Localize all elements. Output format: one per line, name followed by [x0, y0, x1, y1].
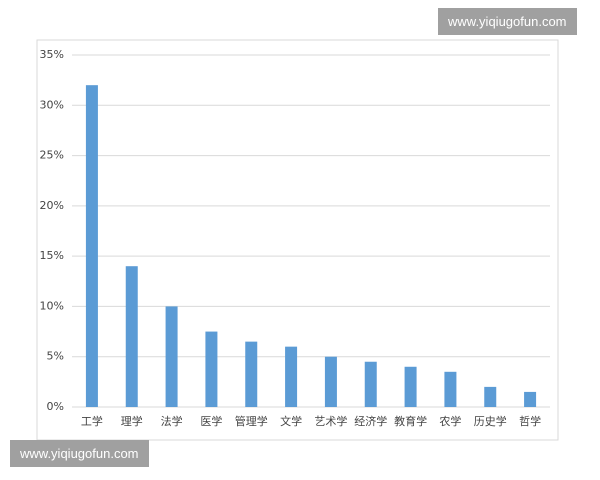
x-tick-label: 工学 [81, 414, 103, 428]
y-tick-label: 5% [47, 350, 64, 363]
watermark: www.yiqiugofun.com [10, 440, 149, 467]
bar [484, 386, 497, 407]
bar [524, 391, 537, 407]
x-tick-label: 管理学 [235, 414, 268, 428]
bar [364, 361, 377, 407]
x-tick-label: 理学 [121, 414, 143, 428]
bar [165, 306, 178, 407]
bar [285, 346, 298, 407]
y-tick-label: 20% [40, 199, 64, 212]
y-tick-label: 15% [40, 249, 64, 262]
x-tick-label: 医学 [200, 414, 222, 428]
bar [444, 371, 457, 407]
bar [205, 331, 218, 407]
x-tick-label: 经济学 [354, 414, 387, 428]
y-tick-label: 25% [40, 149, 64, 162]
bar [125, 266, 138, 407]
x-tick-label: 艺术学 [314, 414, 347, 428]
bar [404, 366, 417, 407]
y-tick-label: 30% [40, 98, 64, 111]
x-tick-label: 农学 [439, 414, 461, 428]
x-tick-label: 历史学 [474, 414, 507, 428]
x-tick-label: 文学 [280, 414, 302, 428]
bar [85, 85, 98, 408]
y-tick-label: 10% [40, 299, 64, 312]
bar [324, 356, 337, 407]
chart-frame [36, 39, 559, 441]
watermark: www.yiqiugofun.com [438, 8, 577, 35]
x-tick-label: 教育学 [394, 414, 427, 428]
bar [245, 341, 258, 407]
y-tick-label: 35% [40, 48, 64, 61]
x-tick-label: 法学 [161, 414, 183, 428]
x-tick-label: 哲学 [519, 414, 541, 428]
y-tick-label: 0% [47, 400, 64, 413]
